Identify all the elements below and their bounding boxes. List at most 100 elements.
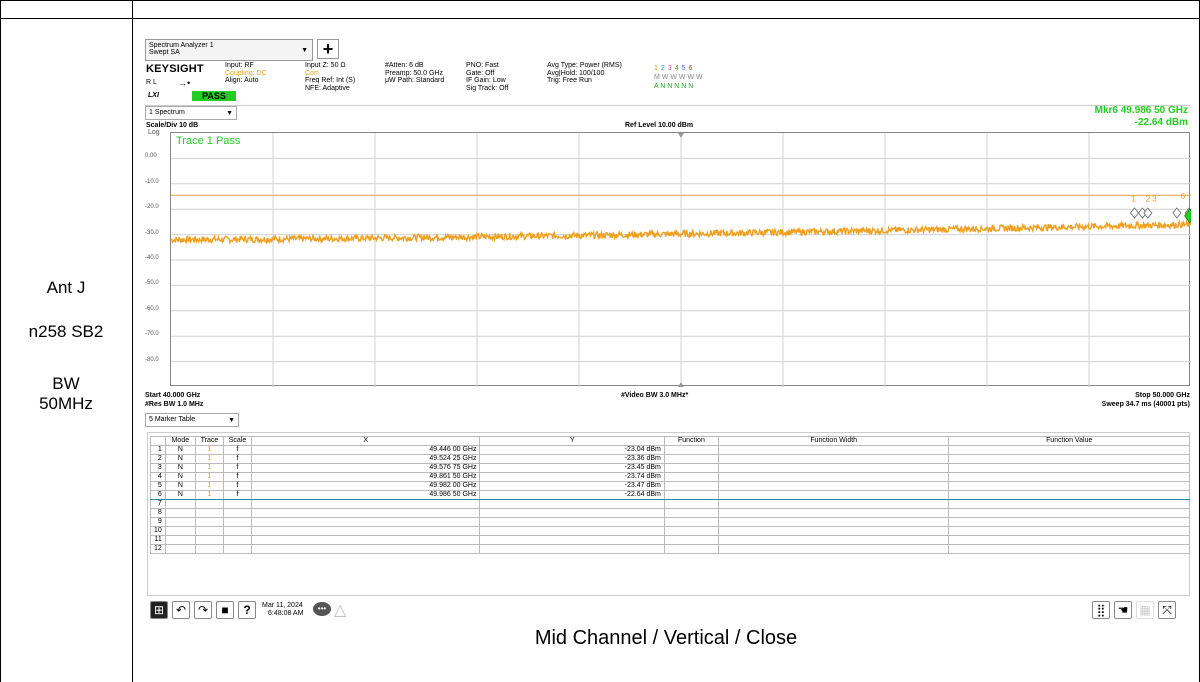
window-layout-icon[interactable]: ▦: [1136, 601, 1154, 619]
left-label-column: Ant J n258 SB2 BW 50MHz: [0, 18, 132, 682]
marker-table-row[interactable]: 8: [150, 508, 1190, 518]
table-selector[interactable]: 5 Marker Table ▼: [145, 413, 239, 427]
marker-table-cell: [717, 544, 950, 554]
marker-table-cell: [663, 535, 719, 545]
input-settings[interactable]: Input: RF Coupling: DC Align: Auto: [225, 62, 267, 85]
active-marker-diamond[interactable]: [1184, 208, 1191, 224]
marker-table-cell: [663, 499, 719, 509]
marker-table-cell: -23.47 dBm: [479, 481, 665, 491]
marker-table-cell: N: [164, 463, 196, 473]
marker-table-cell: 10: [150, 526, 166, 536]
trace-1: [171, 218, 1191, 246]
marker-table-cell: N: [164, 481, 196, 491]
marker-table-row[interactable]: 10: [150, 526, 1190, 536]
marker-table-cell: [663, 454, 719, 464]
touch-icon[interactable]: ☚: [1114, 601, 1132, 619]
keypad-icon[interactable]: ⣿: [1092, 601, 1110, 619]
marker-table-row[interactable]: 12: [150, 544, 1190, 554]
avg-settings[interactable]: Avg Type: Power (RMS) Avg|Hold: 100/100 …: [547, 62, 622, 85]
marker-table-cell: f: [222, 445, 252, 455]
marker-table-cell: 49.861 50 GHz: [250, 472, 481, 482]
folder-icon[interactable]: ■: [216, 601, 234, 619]
marker-table-row[interactable]: 7: [150, 499, 1190, 509]
marker-table-cell: [164, 517, 196, 527]
y-tick-label: -10.0: [145, 178, 159, 185]
marker-table-header: Mode Trace Scale X Y Function Function Width Fu…: [150, 436, 1190, 446]
marker-table-row[interactable]: 9: [150, 517, 1190, 527]
marker-table-cell: f: [222, 472, 252, 482]
y-tick-label: -60.0: [145, 305, 159, 312]
marker-table-cell: [948, 535, 1190, 545]
marker-table[interactable]: Mode Trace Scale X Y Function Function Width Fu…: [150, 436, 1190, 554]
redo-icon[interactable]: ↷: [194, 601, 212, 619]
sweep-settings[interactable]: PNO: Fast Gate: Off IF Gain: Low Sig Tra…: [466, 62, 508, 92]
sig-track: Sig Track: Off: [466, 84, 509, 92]
windows-start-icon[interactable]: ⊞: [150, 601, 168, 619]
marker-table-cell: [948, 490, 1190, 500]
trace-num-1: 1: [654, 65, 658, 72]
marker-table-cell: [250, 526, 481, 536]
warning-icon[interactable]: △: [334, 602, 347, 619]
marker-table-cell: [250, 508, 481, 518]
marker-diamond[interactable]: [1172, 207, 1182, 219]
keysight-logo: KEYSIGHT: [146, 63, 204, 75]
pno: PNO: Fast: [466, 62, 499, 69]
marker-table-header-cell: Function: [663, 436, 719, 446]
marker-diamond[interactable]: [1143, 207, 1153, 219]
mode-selector[interactable]: Spectrum Analyzer 1 Swept SA ▼: [145, 39, 313, 61]
marker-table-row[interactable]: 2 N 1 f 49.524 25 GHz -23.36 dBm: [150, 454, 1190, 464]
undo-icon[interactable]: ↶: [172, 601, 190, 619]
marker-table-row[interactable]: 4 N 1 f 49.861 50 GHz -23.74 dBm: [150, 472, 1190, 482]
marker-table-cell: [717, 454, 950, 464]
y-tick-label: -50.0: [145, 280, 159, 287]
time: 6:48:08 AM: [268, 610, 304, 617]
marker-table-cell: [194, 544, 224, 554]
marker-number-label: 2: [1146, 195, 1151, 204]
marker-table-cell: f: [222, 490, 252, 500]
marker-table-row[interactable]: 3 N 1 f 49.576 75 GHz -23.45 dBm: [150, 463, 1190, 473]
marker-table-panel: [147, 432, 1190, 596]
marker-table-body: 1 N 1 f 49.446 00 GHz -23.04 dBm 2 N 1 f 49.524 25…: [150, 445, 1190, 554]
scale-div: Scale/Div 10 dB: [146, 122, 199, 129]
marker-table-cell: N: [164, 472, 196, 482]
atten-settings[interactable]: #Atten: 6 dB Preamp: 50.0 GHz μW Path: S…: [385, 62, 444, 85]
y-tick-label: 0.00: [145, 153, 157, 160]
marker-table-cell: 6: [150, 490, 166, 500]
input-z: Input Z: 50 Ω: [305, 62, 346, 69]
marker-table-cell: [717, 535, 950, 545]
marker-table-cell: [164, 526, 196, 536]
marker-table-cell: -23.74 dBm: [479, 472, 665, 482]
window-selector[interactable]: 1 Spectrum ▼: [145, 106, 237, 120]
input-z-settings[interactable]: Input Z: 50 Ω Corr Freq Ref: Int (S) NFE…: [305, 62, 355, 92]
help-icon[interactable]: ?: [238, 601, 256, 619]
marker-diamond[interactable]: [1129, 207, 1140, 219]
input-align: Align: Auto: [225, 77, 259, 84]
marker-table-cell: 1: [194, 463, 224, 473]
marker-table-cell: 4: [150, 472, 166, 482]
header-separator: [145, 105, 1190, 106]
marker-table-cell: [222, 544, 252, 554]
marker-table-cell: [948, 472, 1190, 482]
fullscreen-icon[interactable]: ⤧: [1158, 601, 1176, 619]
trace-type-row: M W W W W W: [654, 74, 703, 81]
marker-table-cell: 2: [150, 454, 166, 464]
marker-table-cell: [164, 499, 196, 509]
input-corr: Corr: [305, 69, 319, 77]
marker-table-cell: [717, 481, 950, 491]
marker-table-cell: [479, 499, 665, 509]
marker-table-cell: 8: [150, 508, 166, 518]
marker-table-row[interactable]: 6 N 1 f 49.986 50 GHz -22.64 dBm: [150, 490, 1190, 500]
video-bw: #Video BW 3.0 MHz*: [621, 392, 689, 399]
add-mode-button[interactable]: +: [317, 39, 339, 59]
marker-table-cell: [663, 445, 719, 455]
lxi-logo: LXI: [148, 92, 159, 99]
marker-table-cell: [250, 517, 481, 527]
marker-table-row[interactable]: 5 N 1 f 49.982 00 GHz -23.47 dBm: [150, 481, 1190, 491]
marker-table-cell: [194, 526, 224, 536]
message-icon[interactable]: •••: [313, 602, 331, 616]
marker-table-row[interactable]: 1 N 1 f 49.446 00 GHz -23.04 dBm: [150, 445, 1190, 455]
trig: Trig: Free Run: [547, 77, 592, 84]
marker-table-row[interactable]: 11: [150, 535, 1190, 545]
